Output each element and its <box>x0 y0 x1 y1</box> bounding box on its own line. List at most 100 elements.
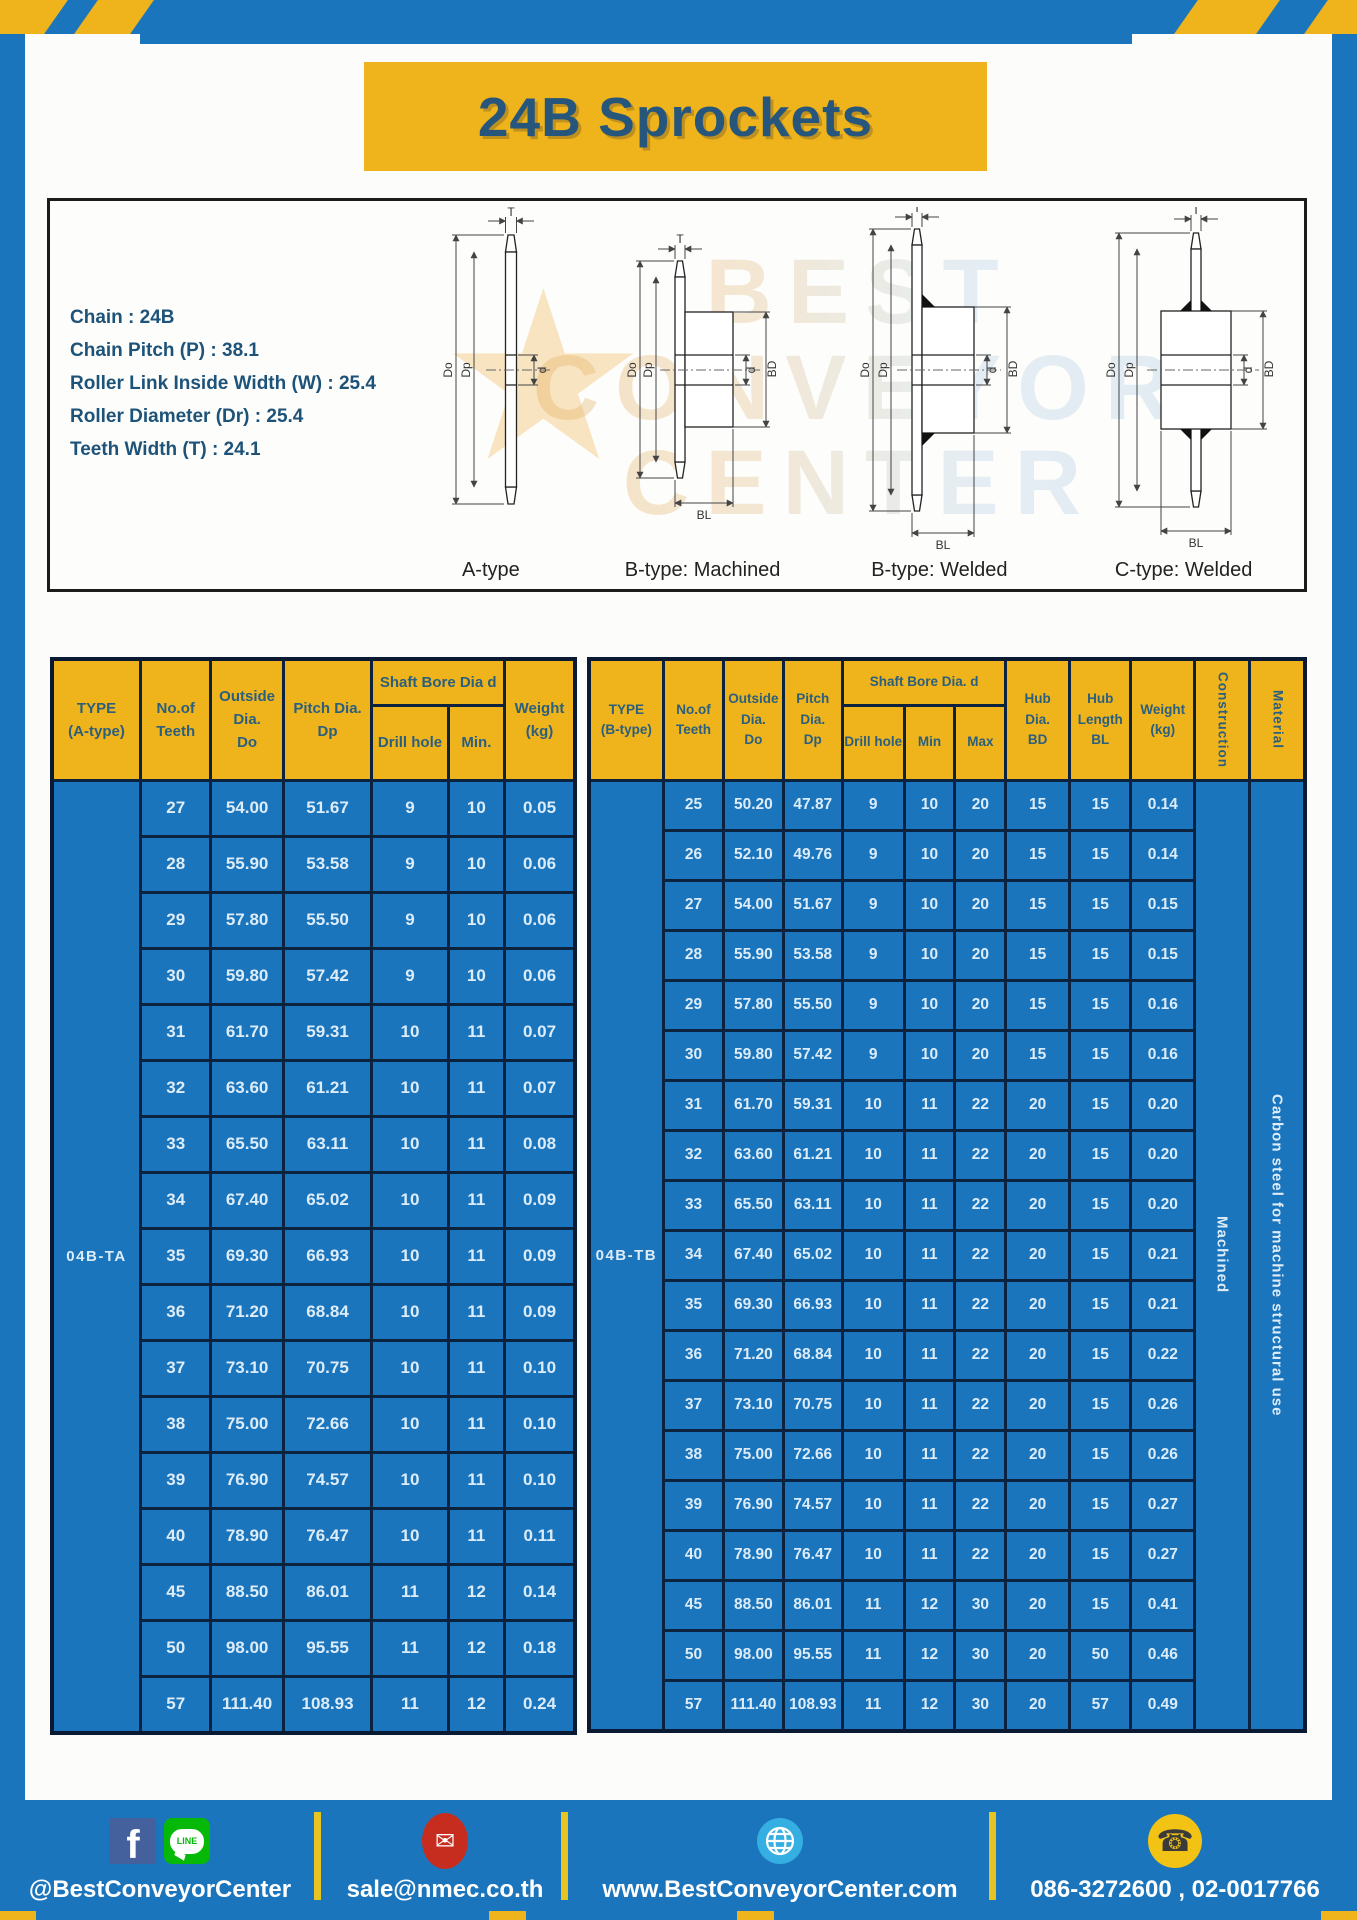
data-cell: 95.55 <box>781 1628 844 1682</box>
data-cell: 11 <box>840 1628 906 1682</box>
data-cell: 10 <box>902 928 957 982</box>
a-type-spec-table: TYPE (A-type) No.of Teeth Outside Dia. D… <box>50 657 577 1735</box>
data-cell: 38 <box>138 1394 213 1454</box>
social-handle-label: @BestConveyorCenter <box>28 1876 292 1903</box>
dim-label-dp: Dp <box>1122 362 1136 378</box>
data-cell: 15 <box>1067 1378 1133 1432</box>
data-cell: 15 <box>1067 1128 1133 1182</box>
data-cell: 15 <box>1067 1178 1133 1232</box>
data-cell: 9 <box>370 890 450 950</box>
spec-line: Roller Link Inside Width (W) : 25.4 <box>70 373 376 394</box>
b-type-welded-drawing: T Do Dp d BD <box>858 207 1020 552</box>
data-cell: 36 <box>661 1328 726 1382</box>
data-cell: 10 <box>370 1002 450 1062</box>
data-cell: 47.87 <box>781 778 844 832</box>
data-cell: 15 <box>1067 828 1133 882</box>
c-type-welded-diagram: T Do Dp d BD <box>1091 207 1276 582</box>
data-cell: 33 <box>661 1178 726 1232</box>
data-cell: 70.75 <box>281 1338 374 1398</box>
data-cell: 31 <box>138 1002 213 1062</box>
col-header-shaft-bore: Shaft Bore Dia d <box>370 657 507 707</box>
data-cell: 15 <box>1067 1478 1133 1532</box>
data-cell: 11 <box>446 1394 507 1454</box>
data-cell: 0.14 <box>1129 778 1197 832</box>
col-header-hub-length: Hub Length BL <box>1067 657 1133 782</box>
data-cell: 75.00 <box>722 1428 785 1482</box>
data-cell: 27 <box>138 778 213 838</box>
table-row: 38 75.00 72.66 10 11 0.10 <box>52 1394 577 1454</box>
title-banner: 24B Sprockets <box>364 62 987 171</box>
spec-line: Chain : 24B <box>70 307 175 328</box>
data-cell: 66.93 <box>281 1226 374 1286</box>
email-icon: ✉ <box>422 1813 468 1869</box>
footer-divider <box>989 1812 996 1900</box>
data-cell: 39 <box>661 1478 726 1532</box>
table-row: 32 63.60 61.21 10 11 0.07 <box>52 1058 577 1118</box>
page-title: 24B Sprockets <box>477 85 874 148</box>
data-cell: 63.60 <box>722 1128 785 1182</box>
data-cell: 22 <box>953 1378 1008 1432</box>
data-cell: 12 <box>446 1562 507 1622</box>
globe-icon <box>757 1818 803 1864</box>
data-cell: 76.90 <box>209 1450 285 1510</box>
data-cell: 0.08 <box>503 1114 577 1174</box>
email-contact-group: ✉ sale@nmec.co.th <box>345 1810 545 1904</box>
table-row: 32 63.60 61.21 10 11 22 20 15 0.20 <box>589 1128 1305 1182</box>
data-cell: 10 <box>840 1478 906 1532</box>
data-cell: 76.90 <box>722 1478 785 1532</box>
dim-label-do: Do <box>441 362 455 378</box>
data-cell: 0.15 <box>1129 928 1197 982</box>
dim-label-bd: BD <box>765 360 779 377</box>
data-cell: 10 <box>902 978 957 1032</box>
data-cell: 0.24 <box>503 1674 577 1734</box>
data-cell: 20 <box>953 778 1008 832</box>
table-row: 39 76.90 74.57 10 11 22 20 15 0.27 <box>589 1478 1305 1532</box>
table-row: 37 73.10 70.75 10 11 22 20 15 0.26 <box>589 1378 1305 1432</box>
data-cell: 68.84 <box>781 1328 844 1382</box>
line-bubble-label: LINE <box>170 1828 204 1854</box>
data-cell: 20 <box>953 1028 1008 1082</box>
data-cell: 73.10 <box>722 1378 785 1432</box>
data-cell: 34 <box>661 1228 726 1282</box>
data-cell: 10 <box>902 878 957 932</box>
table-row: 26 52.10 49.76 9 10 20 15 15 0.14 <box>589 828 1305 882</box>
table-row: 34 67.40 65.02 10 11 22 20 15 0.21 <box>589 1228 1305 1282</box>
col-header-drill-hole: Drill hole <box>370 703 450 782</box>
data-cell: 15 <box>1067 878 1133 932</box>
data-cell: 0.22 <box>1129 1328 1197 1382</box>
data-cell: 61.70 <box>722 1078 785 1132</box>
data-cell: 10 <box>840 1278 906 1332</box>
table-row: 50 98.00 95.55 11 12 30 20 50 0.46 <box>589 1628 1305 1682</box>
data-cell: 11 <box>902 1278 957 1332</box>
data-cell: 20 <box>1004 1328 1071 1382</box>
data-cell: 22 <box>953 1078 1008 1132</box>
data-cell: 10 <box>370 1338 450 1398</box>
col-header-teeth: No.of Teeth <box>661 657 726 782</box>
data-cell: 11 <box>446 1338 507 1398</box>
data-cell: 86.01 <box>781 1578 844 1632</box>
data-cell: 29 <box>661 978 726 1032</box>
data-cell: 11 <box>446 1450 507 1510</box>
data-cell: 0.26 <box>1129 1428 1197 1482</box>
data-cell: 61.21 <box>781 1128 844 1182</box>
data-cell: 61.21 <box>281 1058 374 1118</box>
footer-divider <box>314 1812 321 1900</box>
table-row: 28 55.90 53.58 9 10 0.06 <box>52 834 577 894</box>
data-cell: 59.31 <box>281 1002 374 1062</box>
data-cell: 0.26 <box>1129 1378 1197 1432</box>
data-cell: 11 <box>446 1506 507 1566</box>
col-header-shaft-bore: Shaft Bore Dia. d <box>840 657 1008 707</box>
data-cell: 72.66 <box>781 1428 844 1482</box>
dim-label-t: T <box>1192 207 1200 217</box>
data-cell: 65.02 <box>781 1228 844 1282</box>
data-cell: 9 <box>840 828 906 882</box>
data-cell: 34 <box>138 1170 213 1230</box>
data-cell: 0.21 <box>1129 1228 1197 1282</box>
col-header-type: TYPE (A-type) <box>50 657 142 782</box>
data-cell: 35 <box>138 1226 213 1286</box>
data-cell: 68.84 <box>281 1282 374 1342</box>
data-cell: 40 <box>661 1528 726 1582</box>
data-cell: 0.09 <box>503 1170 577 1230</box>
data-cell: 15 <box>1004 828 1071 882</box>
